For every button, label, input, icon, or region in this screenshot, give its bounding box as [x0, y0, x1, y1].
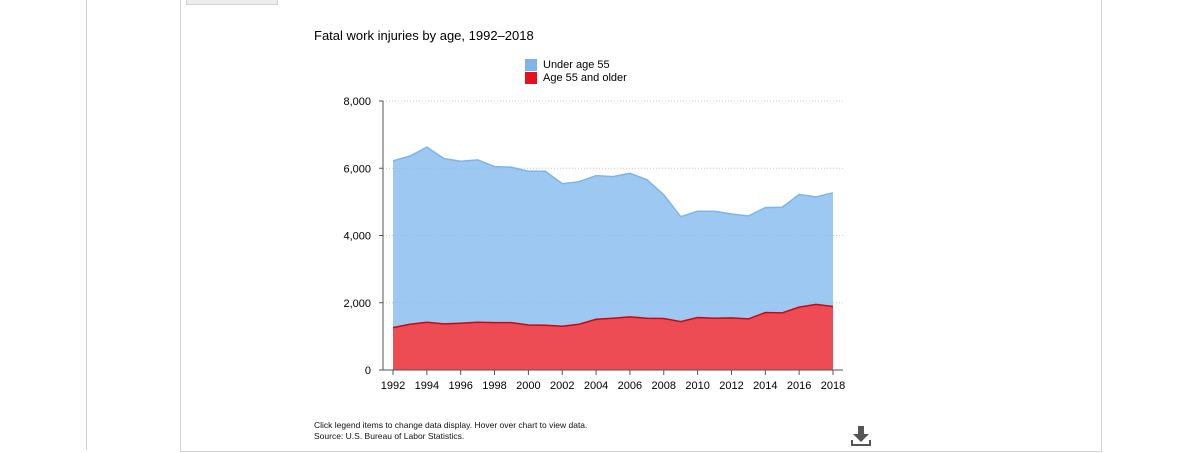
x-tick-label: 2004: [584, 380, 608, 392]
data-point-55-and-older[interactable]: [424, 319, 430, 325]
data-point-under-55[interactable]: [813, 194, 819, 200]
data-point-under-55[interactable]: [492, 164, 498, 170]
data-point-55-and-older[interactable]: [525, 322, 531, 328]
data-point-under-55[interactable]: [779, 204, 785, 210]
data-point-under-55[interactable]: [593, 173, 599, 179]
x-tick-label: 1998: [482, 380, 506, 392]
data-point-under-55[interactable]: [525, 168, 531, 174]
line-under-55: [392, 146, 834, 218]
data-point-under-55[interactable]: [627, 170, 633, 176]
footnote-instructions: Click legend items to change data displa…: [314, 420, 588, 430]
data-point-55-and-older[interactable]: [695, 315, 701, 321]
x-tick-label: 2000: [516, 380, 540, 392]
x-tick-label: 2006: [618, 380, 642, 392]
data-point-under-55[interactable]: [475, 157, 481, 163]
chart-footnote: Click legend items to change data displa…: [314, 420, 587, 442]
data-point-55-and-older[interactable]: [644, 315, 650, 321]
x-tick-label: 2016: [787, 380, 811, 392]
x-tick-label: 1992: [381, 380, 405, 392]
area-55-and-older[interactable]: [393, 304, 833, 370]
data-point-55-and-older[interactable]: [508, 320, 514, 326]
y-tick-label: 8,000: [343, 96, 371, 108]
data-point-under-55[interactable]: [576, 179, 582, 185]
data-point-55-and-older[interactable]: [830, 303, 836, 309]
legend-swatch-under-55: [525, 58, 537, 71]
data-point-55-and-older[interactable]: [796, 304, 802, 310]
legend-label-55-and-older: Age 55 and older: [543, 71, 627, 84]
legend-label-under-55: Under age 55: [543, 58, 610, 71]
data-point-under-55[interactable]: [424, 144, 430, 150]
legend-swatch-55-and-older: [525, 71, 537, 84]
data-point-under-55[interactable]: [407, 153, 413, 159]
download-icon: [851, 426, 871, 446]
y-tick-label: 6,000: [343, 163, 371, 175]
data-point-55-and-older[interactable]: [661, 316, 667, 322]
line-55-and-older: [392, 303, 834, 329]
data-point-under-55[interactable]: [390, 158, 396, 164]
data-point-55-and-older[interactable]: [678, 319, 684, 325]
data-point-under-55[interactable]: [762, 205, 768, 211]
data-point-55-and-older[interactable]: [407, 321, 413, 327]
data-point-55-and-older[interactable]: [745, 316, 751, 322]
data-point-under-55[interactable]: [610, 174, 616, 180]
data-point-under-55[interactable]: [728, 211, 734, 217]
data-point-55-and-older[interactable]: [441, 321, 447, 327]
data-point-under-55[interactable]: [644, 177, 650, 183]
data-point-55-and-older[interactable]: [627, 314, 633, 320]
x-tick-label: 1996: [448, 380, 472, 392]
data-point-55-and-older[interactable]: [593, 316, 599, 322]
data-point-55-and-older[interactable]: [728, 315, 734, 321]
data-point-55-and-older[interactable]: [390, 325, 396, 331]
data-point-55-and-older[interactable]: [559, 323, 565, 329]
data-point-55-and-older[interactable]: [492, 320, 498, 326]
data-point-55-and-older[interactable]: [813, 301, 819, 307]
data-point-under-55[interactable]: [678, 214, 684, 220]
data-point-under-55[interactable]: [661, 192, 667, 198]
chart-title: Fatal work injuries by age, 1992–2018: [314, 28, 534, 43]
tab-stub[interactable]: [186, 0, 278, 5]
x-tick-label: 2002: [550, 380, 574, 392]
data-point-55-and-older[interactable]: [779, 310, 785, 316]
x-tick-label: 2012: [719, 380, 743, 392]
x-tick-label: 2010: [685, 380, 709, 392]
y-tick-label: 4,000: [343, 231, 371, 243]
data-point-55-and-older[interactable]: [475, 319, 481, 325]
data-point-under-55[interactable]: [508, 164, 514, 170]
legend-item-under-55[interactable]: Under age 55: [525, 58, 627, 71]
chart-legend: Under age 55 Age 55 and older: [525, 58, 627, 84]
x-tick-label: 2008: [652, 380, 676, 392]
data-point-55-and-older[interactable]: [542, 322, 548, 328]
data-point-55-and-older[interactable]: [576, 321, 582, 327]
data-point-55-and-older[interactable]: [712, 315, 718, 321]
legend-item-55-and-older[interactable]: Age 55 and older: [525, 71, 627, 84]
data-point-under-55[interactable]: [542, 168, 548, 174]
download-button[interactable]: [848, 424, 874, 448]
x-tick-label: 1994: [415, 380, 439, 392]
data-point-under-55[interactable]: [796, 191, 802, 197]
data-point-under-55[interactable]: [695, 208, 701, 214]
data-point-under-55[interactable]: [441, 155, 447, 161]
data-point-under-55[interactable]: [712, 208, 718, 214]
area-under-55[interactable]: [393, 147, 833, 328]
data-point-55-and-older[interactable]: [762, 310, 768, 316]
data-point-under-55[interactable]: [830, 190, 836, 196]
x-tick-label: 2014: [753, 380, 777, 392]
page-left-border: [86, 0, 87, 450]
data-point-55-and-older[interactable]: [610, 315, 616, 321]
data-point-under-55[interactable]: [559, 181, 565, 187]
y-tick-label: 0: [365, 365, 371, 377]
data-point-under-55[interactable]: [745, 213, 751, 219]
footnote-source: Source: U.S. Bureau of Labor Statistics.: [314, 431, 465, 441]
y-tick-label: 2,000: [343, 298, 371, 310]
data-point-under-55[interactable]: [458, 158, 464, 164]
x-tick-label: 2018: [821, 380, 845, 392]
data-point-55-and-older[interactable]: [458, 320, 464, 326]
